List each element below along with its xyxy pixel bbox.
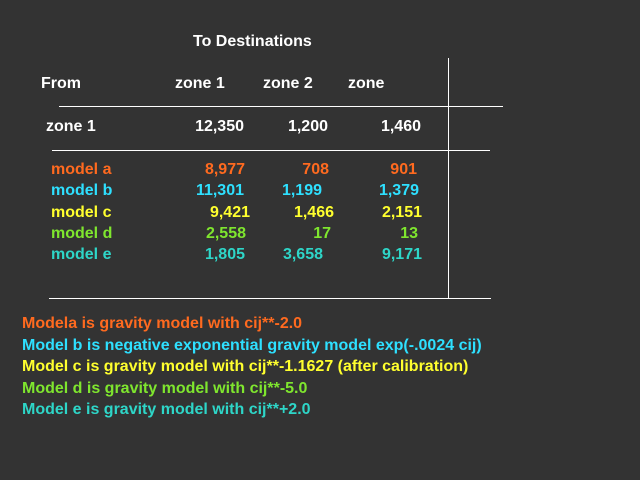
note-model-d: Model d is gravity model with cij**-5.0 [22, 380, 308, 397]
model-a-value-zone-1: 8,977 [204, 161, 245, 178]
column-header-zone-2: zone 2 [263, 75, 313, 92]
model-d-value-zone-2: 17 [313, 225, 331, 242]
note-model-a: Modela is gravity model with cij**-2.0 [22, 315, 303, 332]
header-divider [59, 106, 503, 107]
observed-row-label: zone 1 [46, 118, 96, 135]
model-b-label: model b [51, 182, 113, 199]
model-c-label: model c [51, 204, 112, 221]
observed-divider [52, 150, 490, 151]
model-b-value-zone-3: 1,379 [378, 182, 419, 199]
observed-value-zone-1: 12,350 [195, 118, 244, 135]
from-header: From [41, 75, 81, 92]
model-e-value-zone-2: 3,658 [282, 246, 323, 263]
model-a-label: model a [51, 161, 112, 178]
model-d-label: model d [51, 225, 113, 242]
observed-value-zone-2: 1,200 [287, 118, 328, 135]
model-a-value-zone-2: 708 [302, 161, 329, 178]
table-title: To Destinations [193, 33, 312, 50]
model-a-value-zone-3: 901 [390, 161, 417, 178]
model-c-value-zone-3: 2,151 [381, 204, 422, 221]
model-e-value-zone-1: 1,805 [204, 246, 245, 263]
note-model-b: Model b is negative exponential gravity … [22, 337, 482, 354]
model-c-value-zone-2: 1,466 [293, 204, 334, 221]
observed-value-zone-3: 1,460 [380, 118, 421, 135]
column-header-zone-1: zone 1 [175, 75, 225, 92]
column-header-zone-3: zone [348, 75, 385, 92]
model-d-value-zone-1: 2,558 [205, 225, 246, 242]
model-d-value-zone-3: 13 [400, 225, 418, 242]
note-model-e: Model e is gravity model with cij**+2.0 [22, 401, 311, 418]
model-e-value-zone-3: 9,171 [381, 246, 422, 263]
table-right-rule [448, 58, 449, 299]
model-c-value-zone-1: 9,421 [209, 204, 250, 221]
model-b-value-zone-1: 11,301 [195, 182, 244, 199]
note-model-c: Model c is gravity model with cij**-1.16… [22, 358, 469, 375]
model-b-value-zone-2: 1,199 [281, 182, 322, 199]
model-e-label: model e [51, 246, 112, 263]
table-bottom-rule [49, 298, 491, 299]
